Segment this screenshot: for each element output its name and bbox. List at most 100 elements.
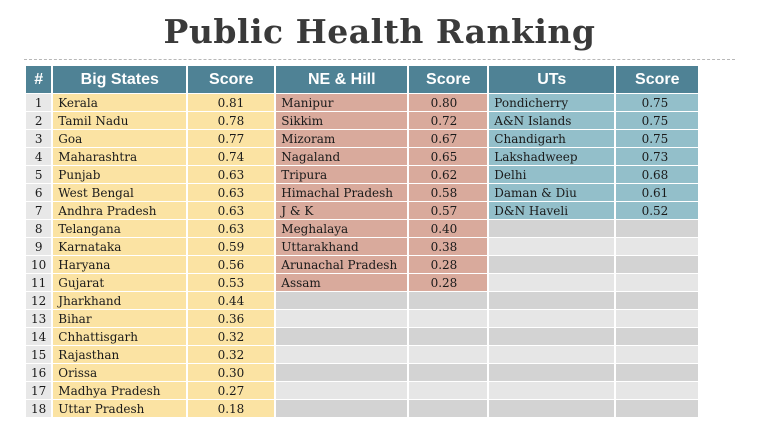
rank-cell: 15 <box>26 346 52 363</box>
empty-cell <box>616 400 699 417</box>
big-state-score: 0.63 <box>188 220 275 237</box>
big-state-name: Madhya Pradesh <box>53 382 187 399</box>
ne-state-name: Tripura <box>276 166 408 183</box>
table-body: 1 Kerala 0.81 Manipur 0.80 Pondicherry 0.75 2 Ta… <box>26 94 699 417</box>
big-state-name: Jharkhand <box>53 292 187 309</box>
empty-cell <box>276 382 408 399</box>
ne-state-score: 0.57 <box>409 202 488 219</box>
big-state-score: 0.59 <box>188 238 275 255</box>
ut-score: 0.75 <box>616 112 699 129</box>
ne-state-name: Uttarakhand <box>276 238 408 255</box>
big-state-score: 0.18 <box>188 400 275 417</box>
table-row: 5 Punjab 0.63 Tripura 0.62 Delhi 0.68 <box>26 166 699 183</box>
table-row: 8 Telangana 0.63 Meghalaya 0.40 <box>26 220 699 237</box>
page-title: Public Health Ranking <box>163 12 596 51</box>
rank-cell: 12 <box>26 292 52 309</box>
big-state-score: 0.81 <box>188 94 275 111</box>
empty-cell <box>276 364 408 381</box>
header-rank: # <box>26 66 52 93</box>
rank-cell: 18 <box>26 400 52 417</box>
empty-cell <box>409 400 488 417</box>
ne-state-name: Nagaland <box>276 148 408 165</box>
big-state-name: Bihar <box>53 310 187 327</box>
empty-cell <box>616 328 699 345</box>
empty-cell <box>409 382 488 399</box>
ranking-table: # Big States Score NE & Hill Score UTs S… <box>24 65 700 418</box>
table-row: 18 Uttar Pradesh 0.18 <box>26 400 699 417</box>
empty-cell <box>276 310 408 327</box>
empty-cell <box>409 364 488 381</box>
table-row: 14 Chhattisgarh 0.32 <box>26 328 699 345</box>
rank-cell: 8 <box>26 220 52 237</box>
ne-state-name: Arunachal Pradesh <box>276 256 408 273</box>
table-row: 4 Maharashtra 0.74 Nagaland 0.65 Lakshadweep 0… <box>26 148 699 165</box>
empty-cell <box>276 292 408 309</box>
ut-name: Daman & Diu <box>489 184 615 201</box>
empty-cell <box>409 328 488 345</box>
empty-cell <box>409 346 488 363</box>
big-state-score: 0.63 <box>188 184 275 201</box>
big-state-name: Karnataka <box>53 238 187 255</box>
empty-cell <box>616 238 699 255</box>
table-row: 15 Rajasthan 0.32 <box>26 346 699 363</box>
header-big-states: Big States <box>53 66 187 93</box>
big-state-score: 0.44 <box>188 292 275 309</box>
big-state-score: 0.77 <box>188 130 275 147</box>
ne-state-name: Mizoram <box>276 130 408 147</box>
ne-state-name: Meghalaya <box>276 220 408 237</box>
ut-name: Delhi <box>489 166 615 183</box>
ne-state-score: 0.28 <box>409 256 488 273</box>
table-header-row: # Big States Score NE & Hill Score UTs S… <box>26 66 699 93</box>
table-row: 9 Karnataka 0.59 Uttarakhand 0.38 <box>26 238 699 255</box>
rank-cell: 5 <box>26 166 52 183</box>
big-state-score: 0.27 <box>188 382 275 399</box>
ut-name: Chandigarh <box>489 130 615 147</box>
empty-cell <box>616 292 699 309</box>
empty-cell <box>489 292 615 309</box>
ut-score: 0.73 <box>616 148 699 165</box>
empty-cell <box>276 400 408 417</box>
ut-score: 0.75 <box>616 94 699 111</box>
big-state-name: Gujarat <box>53 274 187 291</box>
ne-state-name: Himachal Pradesh <box>276 184 408 201</box>
rank-cell: 4 <box>26 148 52 165</box>
empty-cell <box>616 310 699 327</box>
rank-cell: 7 <box>26 202 52 219</box>
ne-state-score: 0.80 <box>409 94 488 111</box>
empty-cell <box>616 346 699 363</box>
big-state-name: Maharashtra <box>53 148 187 165</box>
table-row: 3 Goa 0.77 Mizoram 0.67 Chandigarh 0.75 <box>26 130 699 147</box>
header-ne-hill: NE & Hill <box>276 66 408 93</box>
big-state-score: 0.30 <box>188 364 275 381</box>
table-row: 7 Andhra Pradesh 0.63 J & K 0.57 D&N Haveli 0.… <box>26 202 699 219</box>
rank-cell: 10 <box>26 256 52 273</box>
ut-score: 0.75 <box>616 130 699 147</box>
rank-cell: 16 <box>26 364 52 381</box>
table-row: 10 Haryana 0.56 Arunachal Pradesh 0.28 <box>26 256 699 273</box>
rank-cell: 2 <box>26 112 52 129</box>
ne-state-score: 0.58 <box>409 184 488 201</box>
big-state-name: Orissa <box>53 364 187 381</box>
ne-state-score: 0.65 <box>409 148 488 165</box>
big-state-name: Haryana <box>53 256 187 273</box>
ne-state-name: Sikkim <box>276 112 408 129</box>
table-row: 11 Gujarat 0.53 Assam 0.28 <box>26 274 699 291</box>
rank-cell: 13 <box>26 310 52 327</box>
empty-cell <box>489 400 615 417</box>
empty-cell <box>489 220 615 237</box>
empty-cell <box>616 256 699 273</box>
ut-name: A&N Islands <box>489 112 615 129</box>
title-divider <box>24 59 735 60</box>
big-state-name: Punjab <box>53 166 187 183</box>
big-state-score: 0.56 <box>188 256 275 273</box>
big-state-score: 0.53 <box>188 274 275 291</box>
big-state-name: Rajasthan <box>53 346 187 363</box>
rank-cell: 11 <box>26 274 52 291</box>
big-state-name: Chhattisgarh <box>53 328 187 345</box>
big-state-name: Kerala <box>53 94 187 111</box>
ne-state-name: J & K <box>276 202 408 219</box>
empty-cell <box>409 310 488 327</box>
big-state-score: 0.74 <box>188 148 275 165</box>
rank-cell: 3 <box>26 130 52 147</box>
rank-cell: 14 <box>26 328 52 345</box>
